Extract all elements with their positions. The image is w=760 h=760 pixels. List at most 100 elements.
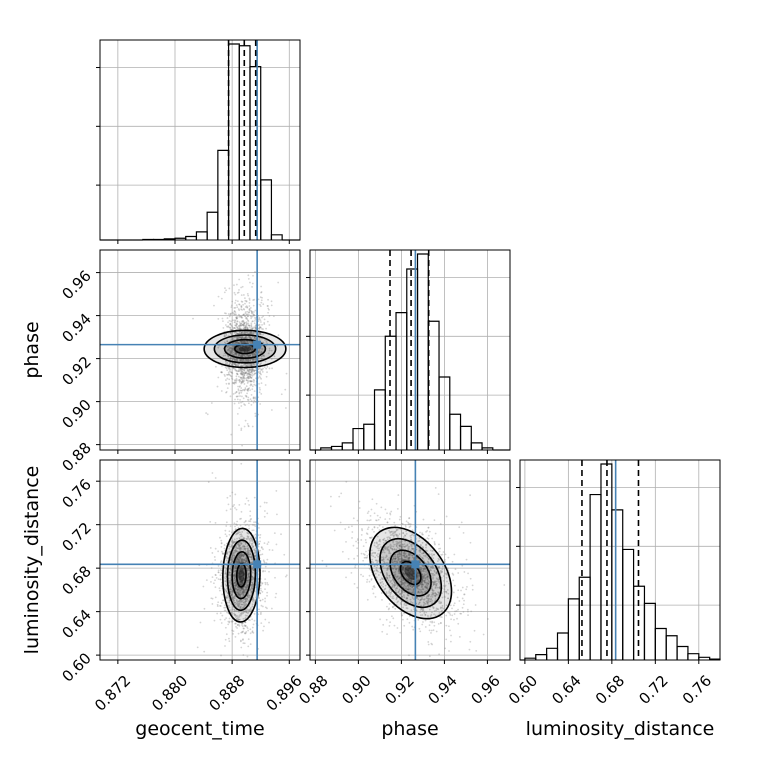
sample-point xyxy=(245,560,248,563)
sample-point xyxy=(254,555,257,557)
sample-point xyxy=(250,368,253,371)
sample-point xyxy=(235,375,238,378)
sample-point xyxy=(241,374,244,376)
sample-point xyxy=(386,536,389,539)
sample-point xyxy=(259,370,261,373)
density-content xyxy=(100,250,300,450)
sample-point xyxy=(246,313,248,316)
sample-point xyxy=(251,568,254,571)
sample-point xyxy=(393,565,395,568)
sample-point xyxy=(223,333,226,336)
sample-point xyxy=(244,520,247,523)
sample-point xyxy=(230,558,233,561)
sample-point xyxy=(242,627,245,630)
sample-point xyxy=(242,364,245,367)
sample-point xyxy=(222,327,225,329)
sample-point xyxy=(244,519,247,522)
sample-point xyxy=(261,553,264,556)
sample-point xyxy=(238,605,241,608)
sample-point xyxy=(366,528,369,530)
sample-point xyxy=(420,604,422,607)
sample-point xyxy=(241,535,244,538)
sample-point xyxy=(225,334,228,337)
sample-point xyxy=(245,324,247,327)
sample-point xyxy=(229,332,232,334)
sample-point xyxy=(351,537,353,539)
sample-point xyxy=(239,524,242,527)
sample-point xyxy=(240,331,243,334)
sample-point xyxy=(420,568,422,571)
sample-point xyxy=(259,553,262,556)
sample-point xyxy=(228,287,231,290)
tick-label-y: 0.94 xyxy=(58,310,94,346)
sample-point xyxy=(251,374,254,377)
sample-point xyxy=(422,551,425,554)
sample-point xyxy=(240,376,243,379)
sample-point xyxy=(227,325,230,328)
sample-point xyxy=(251,582,254,585)
sample-point xyxy=(424,585,427,588)
histogram-bar xyxy=(643,602,656,660)
sample-point xyxy=(232,596,235,599)
sample-point xyxy=(240,553,242,555)
sample-point xyxy=(246,331,249,334)
sample-point xyxy=(237,632,240,635)
sample-point xyxy=(266,582,269,584)
sample-point xyxy=(247,313,250,316)
sample-point xyxy=(251,347,254,349)
sample-point xyxy=(457,589,460,592)
sample-point xyxy=(250,562,253,564)
sample-point xyxy=(244,328,247,330)
sample-point xyxy=(247,553,250,556)
sample-point xyxy=(236,395,238,398)
sample-point xyxy=(263,561,266,564)
sample-point xyxy=(248,368,251,371)
sample-point xyxy=(233,327,236,329)
sample-point xyxy=(246,584,249,586)
sample-point xyxy=(240,377,242,379)
sample-point xyxy=(250,561,252,564)
sample-point xyxy=(239,570,242,572)
sample-point xyxy=(374,556,377,559)
sample-point xyxy=(247,320,250,323)
sample-point xyxy=(418,591,421,594)
sample-point xyxy=(232,630,235,633)
sample-point xyxy=(240,570,243,573)
sample-point xyxy=(232,557,235,560)
sample-point xyxy=(249,331,252,334)
sample-point xyxy=(246,359,249,362)
sample-point xyxy=(241,545,244,548)
histogram-panel-geocent_time xyxy=(96,39,301,244)
sample-point xyxy=(235,341,238,344)
sample-point xyxy=(238,378,241,381)
sample-point xyxy=(244,346,246,349)
sample-point xyxy=(246,553,249,556)
sample-point xyxy=(224,533,227,536)
sample-point xyxy=(235,358,238,361)
sample-point xyxy=(410,577,413,579)
sample-point xyxy=(249,354,252,357)
sample-point xyxy=(224,645,226,647)
sample-point xyxy=(221,614,224,617)
sample-point xyxy=(244,327,246,330)
sample-point xyxy=(246,626,248,628)
sample-point xyxy=(243,367,246,370)
sample-point xyxy=(426,614,429,617)
sample-point xyxy=(232,542,235,545)
sample-point xyxy=(221,552,224,554)
sample-point xyxy=(378,538,381,541)
sample-point xyxy=(240,355,243,357)
sample-point xyxy=(247,294,250,297)
sample-point xyxy=(366,556,368,559)
sample-point xyxy=(444,647,447,650)
sample-point xyxy=(407,579,410,582)
sample-point xyxy=(225,633,228,636)
sample-point xyxy=(225,367,228,370)
sample-point xyxy=(239,360,242,363)
sample-point xyxy=(233,522,236,525)
sample-point xyxy=(261,370,264,373)
sample-point xyxy=(412,547,414,550)
sample-point xyxy=(242,592,245,594)
sample-point xyxy=(251,336,253,339)
sample-point xyxy=(239,335,242,338)
